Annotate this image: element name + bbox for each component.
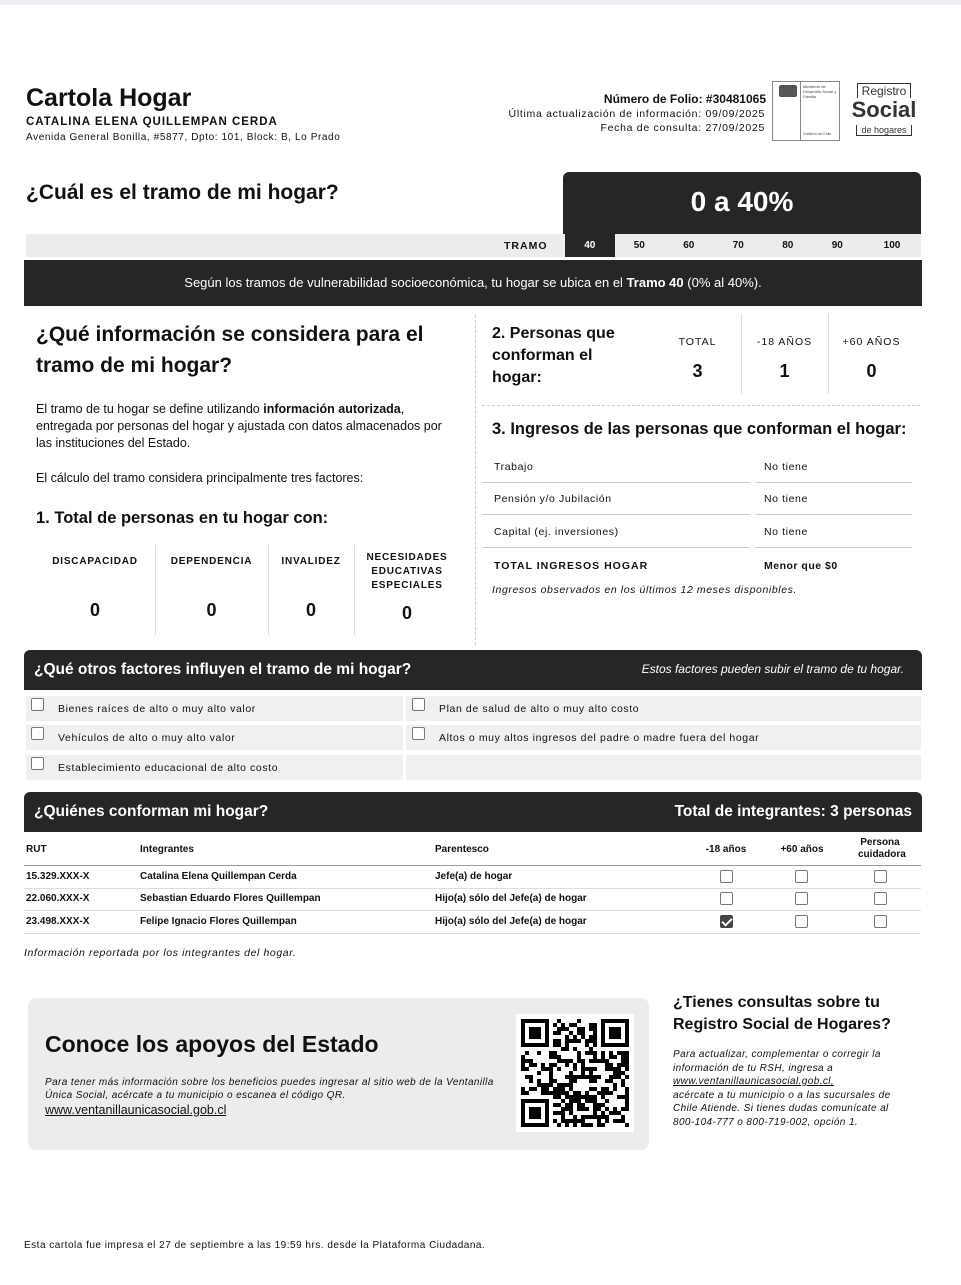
holder-address: Avenida General Bonilla, #5877, Dpto: 10… — [26, 132, 341, 143]
personas-col-value: 0 — [866, 361, 877, 381]
factor-label: Plan de salud de alto o muy alto costo — [439, 703, 640, 715]
factor-checkbox[interactable] — [31, 698, 44, 711]
caregiver-checkbox[interactable] — [874, 915, 887, 928]
tramo-scale-50: 50 — [633, 240, 645, 251]
table-header: +60 años — [780, 844, 824, 855]
ingreso-label: Trabajo — [494, 461, 534, 473]
ministry-logo: Ministerio de Desarrollo Social y Famili… — [772, 81, 840, 141]
tramo-question: ¿Cuál es el tramo de mi hogar? — [26, 181, 339, 204]
row-rut: 22.060.XXX-X — [26, 893, 90, 904]
hogar-note: Información reportada por los integrante… — [24, 947, 297, 959]
personas-col-label: TOTAL — [678, 336, 717, 348]
apoyos-box: Conoce los apoyos del Estado Para tener … — [28, 998, 649, 1150]
row-name: Felipe Ignacio Flores Quillempan — [140, 916, 297, 927]
info-factors-text: El cálculo del tramo considera principal… — [36, 471, 364, 485]
personas-col-label: -18 AÑOS — [756, 336, 813, 348]
row-relationship: Hijo(a) sólo del Jefe(a) de hogar — [435, 916, 587, 927]
folio-number: Número de Folio: #30481065 — [603, 92, 766, 106]
table-header: Persona cuidadora — [858, 837, 906, 860]
apoyos-link[interactable]: www.ventanillaunicasocial.gob.cl — [45, 1103, 227, 1117]
tramo-scale-100: 100 — [883, 240, 901, 251]
table-header: -18 años — [705, 844, 747, 855]
under18-checkbox[interactable] — [720, 915, 733, 928]
tramo-scale: TRAMO 40 50 60 70 80 90 100 — [26, 234, 921, 257]
ingresos-heading: 3. Ingresos de las personas que conforma… — [492, 420, 907, 438]
row-relationship: Hijo(a) sólo del Jefe(a) de hogar — [435, 893, 587, 904]
tramo-result: 0 a 40% — [563, 172, 921, 234]
ingreso-label: Pensión y/o Jubilación — [494, 493, 612, 505]
row-name: Sebastian Eduardo Flores Quillempan — [140, 893, 321, 904]
factor-checkbox[interactable] — [412, 727, 425, 740]
last-update: Última actualización de información: 09/… — [508, 108, 765, 120]
over60-checkbox[interactable] — [795, 892, 808, 905]
factor-label: Vehículos de alto o muy alto valor — [58, 732, 236, 744]
caregiver-checkbox[interactable] — [874, 892, 887, 905]
personas-col-value: 3 — [692, 361, 703, 381]
factor-label: Altos o muy altos ingresos del padre o m… — [439, 732, 760, 744]
ingreso-value: No tiene — [764, 461, 808, 473]
table-header: Parentesco — [435, 844, 489, 855]
consultas-text: Para actualizar, complementar o corregir… — [673, 1049, 891, 1128]
condition-label: DEPENDENCIA — [170, 556, 253, 567]
row-rut: 23.498.XXX-X — [26, 916, 90, 927]
tramo-scale-70: 70 — [732, 240, 744, 251]
holder-name: CATALINA ELENA QUILLEMPAN CERDA — [26, 116, 278, 128]
info-paragraph: El tramo de tu hogar se define utilizand… — [36, 402, 442, 450]
factores-header: ¿Qué otros factores influyen el tramo de… — [24, 650, 922, 690]
factor-checkbox[interactable] — [412, 698, 425, 711]
row-rut: 15.329.XXX-X — [26, 871, 90, 882]
factor-checkbox[interactable] — [31, 727, 44, 740]
condition-label: NECESIDADES EDUCATIVAS ESPECIALES — [366, 552, 448, 591]
table-header: Integrantes — [140, 844, 194, 855]
ingreso-value: No tiene — [764, 526, 808, 538]
condition-value: 0 — [305, 600, 316, 620]
info-heading: ¿Qué información se considera para el tr… — [36, 323, 424, 377]
ingresos-total-label: TOTAL INGRESOS HOGAR — [494, 560, 649, 572]
factor-label: Bienes raíces de alto o muy alto valor — [58, 703, 256, 715]
tramo-banner: Según los tramos de vulnerabilidad socio… — [24, 260, 922, 306]
caregiver-checkbox[interactable] — [874, 870, 887, 883]
page-title: Cartola Hogar — [26, 84, 192, 112]
personas-heading: 2. Personas que conforman el hogar: — [492, 325, 615, 386]
ingresos-note: Ingresos observados en los últimos 12 me… — [492, 584, 797, 596]
table-header: RUT — [26, 844, 47, 855]
chile-emblem-icon — [779, 85, 797, 97]
under18-checkbox[interactable] — [720, 870, 733, 883]
ingresos-total-value: Menor que $0 — [764, 560, 838, 572]
section1-heading: 1. Total de personas en tu hogar con: — [36, 509, 329, 527]
tramo-scale-60: 60 — [683, 240, 695, 251]
condition-value: 0 — [89, 600, 100, 620]
top-bar — [0, 0, 961, 5]
consult-date: Fecha de consulta: 27/09/2025 — [600, 122, 765, 134]
factor-checkbox[interactable] — [31, 757, 44, 770]
footer-text: Esta cartola fue impresa el 27 de septie… — [24, 1240, 486, 1251]
condition-label: DISCAPACIDAD — [52, 556, 138, 567]
consultas-link[interactable]: www.ventanillaunicasocial.gob.cl, — [673, 1076, 835, 1087]
tramo-scale-90: 90 — [831, 240, 843, 251]
factor-label: Establecimiento educacional de alto cost… — [58, 762, 279, 774]
over60-checkbox[interactable] — [795, 870, 808, 883]
divider — [475, 315, 476, 645]
rsh-logo: Registro Social de hogares — [851, 83, 917, 136]
tramo-scale-40: 40 — [565, 234, 615, 257]
condition-value: 0 — [401, 603, 412, 623]
personas-col-value: 1 — [779, 361, 790, 381]
row-relationship: Jefe(a) de hogar — [435, 871, 513, 882]
hogar-header: ¿Quiénes conforman mi hogar? Total de in… — [24, 792, 922, 832]
ingreso-value: No tiene — [764, 493, 808, 505]
personas-col-label: +60 AÑOS — [842, 336, 901, 348]
consultas-heading: ¿Tienes consultas sobre tu Registro Soci… — [673, 994, 891, 1033]
condition-value: 0 — [206, 600, 217, 620]
tramo-scale-80: 80 — [782, 240, 794, 251]
row-name: Catalina Elena Quillempan Cerda — [140, 871, 297, 882]
ingreso-label: Capital (ej. inversiones) — [494, 526, 619, 538]
qr-code[interactable] — [516, 1014, 634, 1132]
over60-checkbox[interactable] — [795, 915, 808, 928]
under18-checkbox[interactable] — [720, 892, 733, 905]
condition-label: INVALIDEZ — [281, 556, 341, 567]
